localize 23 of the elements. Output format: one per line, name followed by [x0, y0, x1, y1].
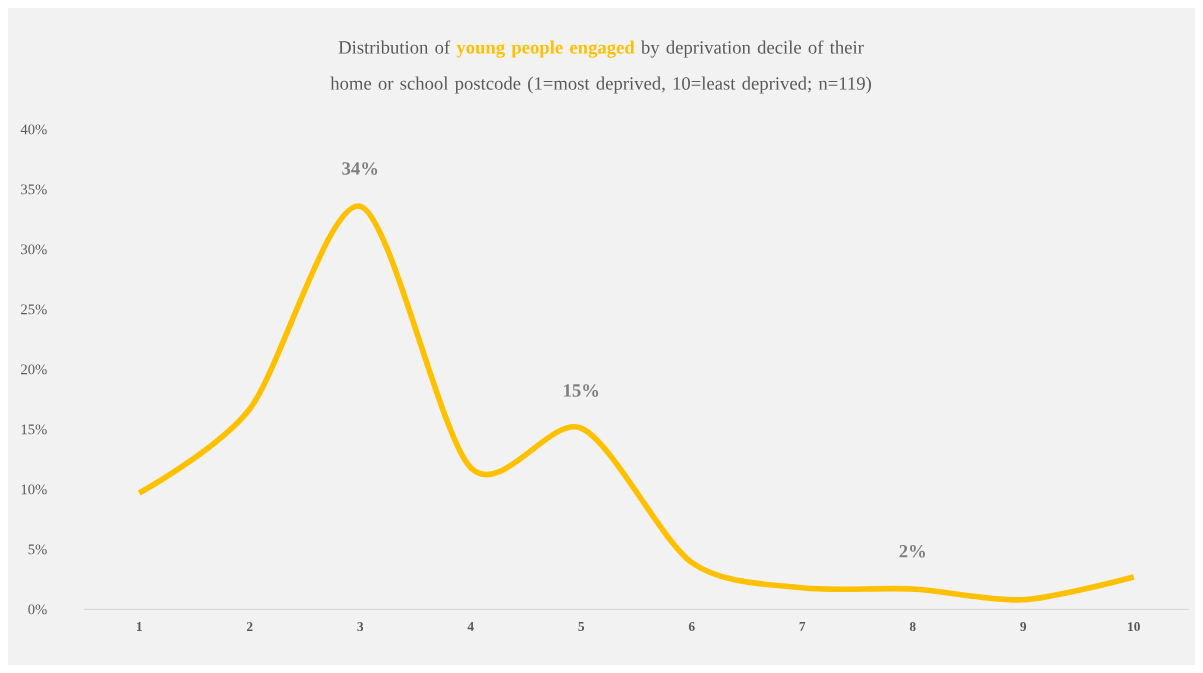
- y-tick-label: 5%: [28, 544, 47, 555]
- data-label: 2%: [899, 544, 925, 558]
- y-tick-label: 20%: [21, 364, 47, 375]
- y-tick-label: 35%: [21, 184, 47, 195]
- x-tick-label: 9: [1020, 622, 1027, 632]
- x-tick-label: 5: [578, 622, 585, 631]
- chart-title: Distribution of young people engaged by deprivation decile of their home or school postcode (1=most deprived, 10=least deprived; n=119): [330, 40, 871, 94]
- y-tick-label: 15%: [21, 424, 47, 435]
- y-tick-label: 10%: [21, 484, 47, 495]
- x-tick-label: 2: [246, 622, 253, 631]
- x-tick-label: 6: [688, 622, 695, 632]
- y-tick-label: 0%: [28, 604, 47, 615]
- x-tick-label: 10: [1128, 622, 1140, 632]
- data-label: 34%: [342, 162, 378, 175]
- x-tick-label: 4: [467, 622, 474, 631]
- x-tick-label: 8: [909, 622, 916, 632]
- y-tick-label: 40%: [20, 124, 47, 135]
- x-tick-label: 1: [136, 622, 142, 631]
- y-tick-label: 30%: [21, 244, 47, 255]
- x-tick-label: 3: [357, 622, 364, 632]
- data-label: 15%: [564, 384, 599, 397]
- y-tick-label: 25%: [21, 304, 47, 315]
- x-tick-label: 7: [799, 622, 806, 631]
